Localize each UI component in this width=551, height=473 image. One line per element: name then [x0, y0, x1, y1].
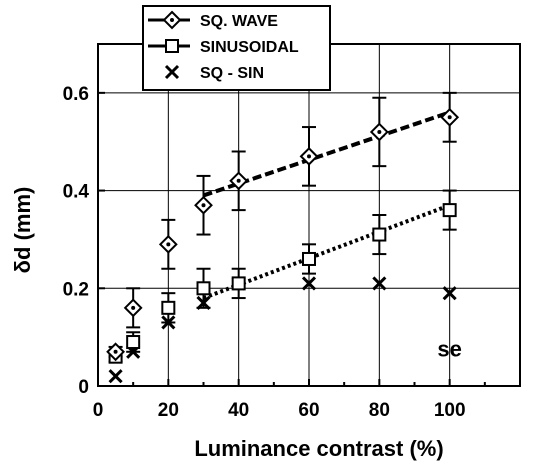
data-markers	[106, 107, 460, 384]
square-point	[126, 335, 141, 350]
square-point	[372, 227, 387, 242]
error-bars	[108, 91, 457, 363]
diamond-center	[131, 305, 136, 310]
y-axis-label: δd (mm)	[10, 187, 35, 274]
y-tick-label: 0.2	[63, 279, 89, 300]
diamond-point	[123, 298, 143, 318]
annotation-label: se	[437, 337, 461, 362]
diamond-center	[201, 203, 206, 208]
legend: SQ. WAVE SINUSOIDAL SQ - SIN	[142, 5, 331, 91]
x-stroke	[161, 315, 176, 330]
diamond-point	[299, 146, 319, 166]
diamond-point	[440, 107, 460, 127]
diamond-center	[113, 349, 118, 354]
legend-label: SQ. WAVE	[200, 13, 278, 30]
x-stroke	[196, 295, 211, 311]
x-point	[196, 295, 211, 311]
legend-label: SQ - SIN	[200, 65, 264, 82]
x-stroke	[372, 276, 387, 291]
diamond-point	[106, 342, 125, 362]
x-stroke	[301, 276, 317, 291]
square-point	[161, 300, 176, 315]
x-point	[108, 369, 123, 384]
square-point	[302, 251, 316, 266]
diamond-point	[194, 195, 213, 215]
x-stroke	[442, 286, 457, 301]
legend-square-marker	[165, 39, 179, 53]
axis-ticks: 0 20 40 60 80 100 0 0.2 0.4 0.6	[63, 84, 486, 421]
diamond-center	[377, 129, 382, 134]
x-tick-label: 60	[298, 400, 319, 421]
square-point	[231, 276, 246, 291]
x-axis-label: Luminance contrast (%)	[194, 436, 443, 461]
x-point	[442, 286, 457, 301]
legend-label: SINUSOIDAL	[200, 39, 299, 56]
x-point	[372, 276, 387, 291]
x-point	[161, 315, 176, 330]
y-tick-label: 0	[78, 377, 89, 398]
x-tick-label: 40	[228, 400, 249, 421]
diamond-center	[166, 242, 171, 247]
x-stroke	[164, 64, 180, 80]
diamond-center	[447, 115, 452, 120]
legend-x-marker	[164, 64, 180, 80]
diamond-point	[158, 234, 178, 254]
y-tick-label: 0.6	[63, 84, 89, 105]
diamond-center	[236, 178, 241, 183]
x-tick-label: 100	[434, 400, 466, 421]
diamond-center	[307, 154, 311, 159]
x-tick-label: 20	[158, 400, 179, 421]
y-tick-label: 0.4	[63, 182, 90, 203]
square-point	[442, 203, 457, 218]
diamond-point	[229, 171, 249, 191]
diamond-point	[369, 122, 389, 142]
grid-lines	[98, 44, 520, 386]
x-stroke	[108, 369, 123, 384]
x-point	[301, 276, 317, 291]
square-point	[196, 281, 211, 296]
x-tick-label: 80	[369, 400, 390, 421]
fit-lines	[202, 110, 451, 300]
x-tick-label: 0	[93, 400, 104, 421]
legend-diamond-marker	[162, 10, 182, 30]
diamond-center	[170, 18, 174, 22]
